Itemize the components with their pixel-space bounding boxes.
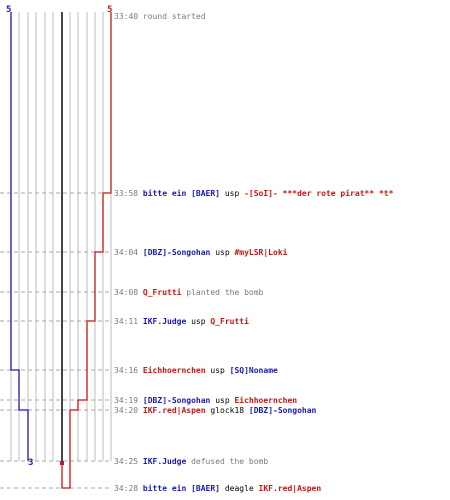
killer-name[interactable]: Eichhoernchen <box>142 366 206 375</box>
event-time: 34:28 <box>114 484 139 493</box>
actor-name[interactable]: IKF.Judge <box>142 457 187 466</box>
weapon: usp <box>215 248 230 257</box>
weapon: usp <box>210 366 225 375</box>
event-time: 33:40 <box>114 12 139 21</box>
event-time: 34:16 <box>114 366 139 375</box>
player-grid <box>10 12 112 461</box>
killer-name[interactable]: bitte ein [BAER] <box>142 189 220 198</box>
event-row: 34:11 IKF.Judge usp Q_Frutti <box>114 317 249 326</box>
weapon: deagle <box>224 484 254 493</box>
victim-name[interactable]: [DBZ]-Songohan <box>248 406 317 415</box>
event-row: 34:20 IKF.red|Aspen glock18 [DBZ]-Songoh… <box>114 406 316 415</box>
red-team-count-line <box>61 12 112 489</box>
killer-name[interactable]: [DBZ]-Songohan <box>142 248 211 257</box>
event-row: 33:58 bitte ein [BAER] usp -[SoI]- ***de… <box>114 189 393 198</box>
event-time: 34:20 <box>114 406 139 415</box>
event-text: planted the bomb <box>186 288 264 297</box>
killer-name[interactable]: bitte ein [BAER] <box>142 484 220 493</box>
weapon: usp <box>215 396 230 405</box>
killer-name[interactable]: [DBZ]-Songohan <box>142 396 211 405</box>
victim-name[interactable]: [SQ]Noname <box>229 366 278 375</box>
event-row: 34:19 [DBZ]-Songohan usp Eichhoernchen <box>114 396 297 405</box>
event-time: 34:08 <box>114 288 139 297</box>
event-row: 34:16 Eichhoernchen usp [SQ]Noname <box>114 366 278 375</box>
event-row: 34:04 [DBZ]-Songohan usp #myLSR|Loki <box>114 248 287 257</box>
round-start-row: 33:40 round started <box>114 12 206 21</box>
bomb-defuse-marker <box>60 461 64 465</box>
victim-name[interactable]: #myLSR|Loki <box>234 248 288 257</box>
event-row: 34:08 Q_Frutti planted the bomb <box>114 288 263 297</box>
event-time: 34:25 <box>114 457 139 466</box>
event-time: 33:58 <box>114 189 139 198</box>
weapon: glock18 <box>210 406 245 415</box>
blue-team-count-line <box>10 12 29 461</box>
event-row: 34:28 bitte ein [BAER] deagle IKF.red|As… <box>114 484 321 493</box>
event-row: 34:25 IKF.Judge defused the bomb <box>114 457 268 466</box>
event-time: 34:11 <box>114 317 139 326</box>
killer-name[interactable]: IKF.Judge <box>142 317 187 326</box>
event-time: 34:04 <box>114 248 139 257</box>
blue-start-count: 5 <box>6 5 12 15</box>
weapon: usp <box>224 189 240 198</box>
weapon: usp <box>191 317 206 326</box>
victim-name[interactable]: -[SoI]- ***der rote pirat** *t* <box>244 189 394 198</box>
event-text: round started <box>142 12 206 21</box>
victim-name[interactable]: Eichhoernchen <box>234 396 298 405</box>
blue-end-count: 3 <box>28 458 34 468</box>
event-text: defused the bomb <box>191 457 269 466</box>
victim-name[interactable]: Q_Frutti <box>210 317 249 326</box>
actor-name[interactable]: Q_Frutti <box>142 288 182 297</box>
victim-name[interactable]: IKF.red|Aspen <box>258 484 322 493</box>
red-start-count: 5 <box>107 5 113 15</box>
event-time: 34:19 <box>114 396 139 405</box>
killer-name[interactable]: IKF.red|Aspen <box>142 406 206 415</box>
